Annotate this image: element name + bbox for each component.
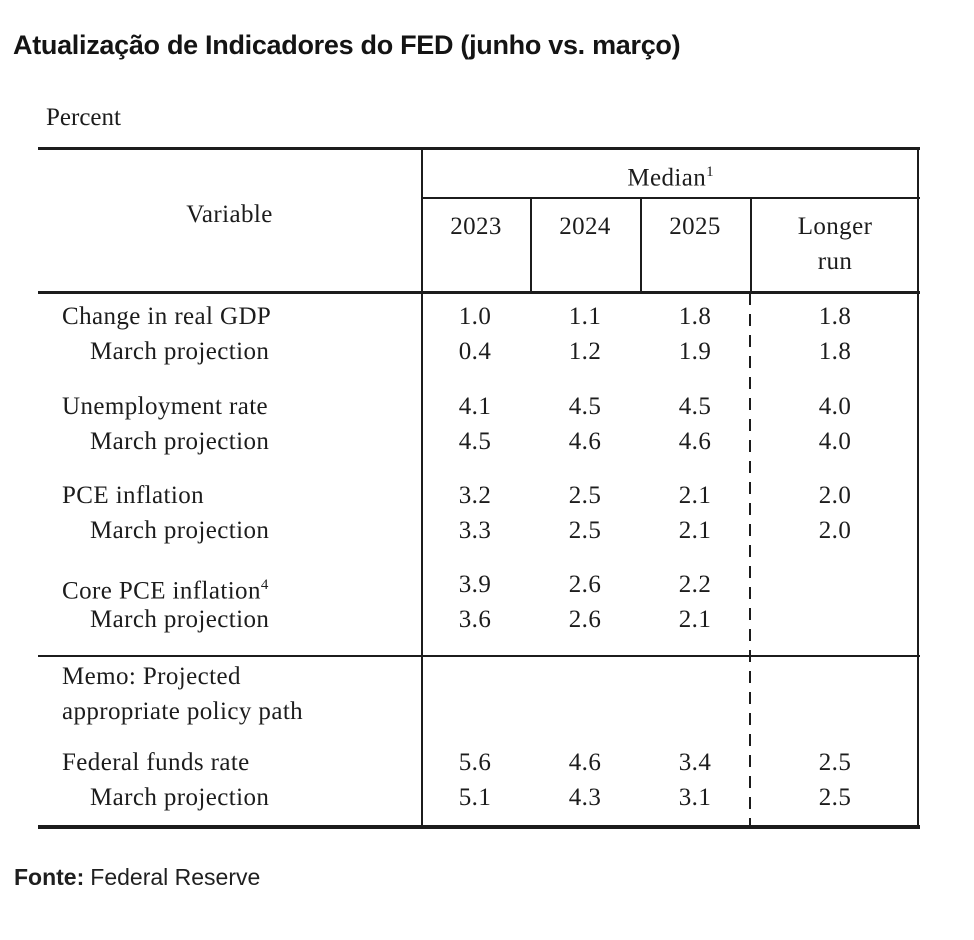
cell-2023: 4.1 xyxy=(458,393,492,420)
cell-2025: 2.1 xyxy=(678,482,712,509)
table-row: Unemployment rate 4.1 4.5 4.5 4.0 xyxy=(38,389,920,425)
column-header-longer-run: Longer run xyxy=(750,209,920,279)
cell-2024: 1.1 xyxy=(568,303,602,330)
cell-2025: 4.6 xyxy=(678,428,712,455)
cell-2024: 4.5 xyxy=(568,393,602,420)
table-row: March projection 3.6 2.6 2.1 xyxy=(38,602,920,638)
median-label: Median xyxy=(627,164,707,192)
cell-longer-run: 4.0 xyxy=(818,393,852,420)
longer-run-line1: Longer xyxy=(797,213,873,240)
cell-2025: 3.1 xyxy=(678,784,712,811)
cell-2024: 4.6 xyxy=(568,749,602,776)
longer-run-line2: run xyxy=(817,248,853,275)
column-header-2025: 2025 xyxy=(669,213,721,240)
cell-2023: 3.2 xyxy=(458,482,492,509)
table-row: March projection 4.5 4.6 4.6 4.0 xyxy=(38,424,920,460)
cell-longer-run: 4.0 xyxy=(818,428,852,455)
longer-run-header-divider xyxy=(750,197,752,293)
cell-longer-run: 1.8 xyxy=(818,338,852,365)
cell-2025: 2.1 xyxy=(678,606,712,633)
cell-2023: 5.1 xyxy=(458,784,492,811)
memo-section-rule xyxy=(38,655,920,657)
cell-longer-run: 2.5 xyxy=(818,749,852,776)
cell-2024: 2.5 xyxy=(568,517,602,544)
row-label: PCE inflation xyxy=(62,482,205,509)
source-label: Fonte: xyxy=(14,864,85,890)
row-label: Federal funds rate xyxy=(62,749,250,776)
table-row: March projection 3.3 2.5 2.1 2.0 xyxy=(38,513,920,549)
cell-2023: 0.4 xyxy=(458,338,492,365)
column-header-2024: 2024 xyxy=(559,213,611,240)
year-column-divider-1 xyxy=(530,197,532,293)
table-right-border xyxy=(917,147,919,829)
cell-2024: 1.2 xyxy=(568,338,602,365)
cell-2025: 1.8 xyxy=(678,303,712,330)
row-label: March projection xyxy=(90,338,270,365)
table-row: PCE inflation 3.2 2.5 2.1 2.0 xyxy=(38,478,920,514)
table-row: Core PCE inflation4 3.9 2.6 2.2 xyxy=(38,567,920,604)
cell-2023: 3.9 xyxy=(458,571,492,598)
cell-longer-run: 2.5 xyxy=(818,784,852,811)
memo-line-1: Memo: Projected xyxy=(62,663,241,690)
table-row: Change in real GDP 1.0 1.1 1.8 1.8 xyxy=(38,299,920,335)
row-label-text: Core PCE inflation xyxy=(62,577,261,605)
year-column-divider-2 xyxy=(640,197,642,293)
cell-2025: 1.9 xyxy=(678,338,712,365)
cell-2024: 4.3 xyxy=(568,784,602,811)
memo-line-2: appropriate policy path xyxy=(62,698,304,725)
column-header-median: Median1 xyxy=(421,153,920,191)
header-bottom-rule xyxy=(38,291,920,294)
footnote-marker: 4 xyxy=(260,577,269,593)
row-label: Core PCE inflation4 xyxy=(62,567,268,609)
cell-longer-run: 2.0 xyxy=(818,482,852,509)
cell-2023: 1.0 xyxy=(458,303,492,330)
cell-2024: 2.6 xyxy=(568,606,602,633)
column-header-variable: Variable xyxy=(186,201,273,228)
table-bottom-rule xyxy=(38,825,920,829)
cell-2025: 4.5 xyxy=(678,393,712,420)
source-note: Fonte: Federal Reserve xyxy=(14,864,260,891)
unit-label: Percent xyxy=(46,104,121,131)
cell-2025: 2.2 xyxy=(678,571,712,598)
cell-longer-run: 2.0 xyxy=(818,517,852,544)
column-header-2023: 2023 xyxy=(450,213,502,240)
median-footnote-marker: 1 xyxy=(706,164,714,180)
table-row: March projection 0.4 1.2 1.9 1.8 xyxy=(38,334,920,370)
table-row: March projection 5.1 4.3 3.1 2.5 xyxy=(38,780,920,816)
cell-2025: 3.4 xyxy=(678,749,712,776)
table-row: Federal funds rate 5.6 4.6 3.4 2.5 xyxy=(38,745,920,781)
cell-2023: 5.6 xyxy=(458,749,492,776)
cell-2023: 3.3 xyxy=(458,517,492,544)
cell-2023: 3.6 xyxy=(458,606,492,633)
longer-run-dashed-divider xyxy=(749,293,751,829)
cell-2024: 2.6 xyxy=(568,571,602,598)
median-underline-rule xyxy=(422,197,920,199)
row-label: March projection xyxy=(90,784,270,811)
cell-2023: 4.5 xyxy=(458,428,492,455)
table-top-rule xyxy=(38,147,920,150)
page-title: Atualização de Indicadores do FED (junho… xyxy=(13,30,681,60)
row-label: Change in real GDP xyxy=(62,303,272,330)
cell-2025: 2.1 xyxy=(678,517,712,544)
fed-projections-table: Variable Median1 2023 2024 2025 Longer r… xyxy=(38,147,920,829)
cell-2024: 2.5 xyxy=(568,482,602,509)
cell-2024: 4.6 xyxy=(568,428,602,455)
cell-longer-run: 1.8 xyxy=(818,303,852,330)
row-label: Unemployment rate xyxy=(62,393,269,420)
variable-column-divider xyxy=(421,147,423,829)
source-value: Federal Reserve xyxy=(90,864,261,890)
row-label: March projection xyxy=(90,606,270,633)
row-label: March projection xyxy=(90,517,270,544)
row-label: March projection xyxy=(90,428,270,455)
